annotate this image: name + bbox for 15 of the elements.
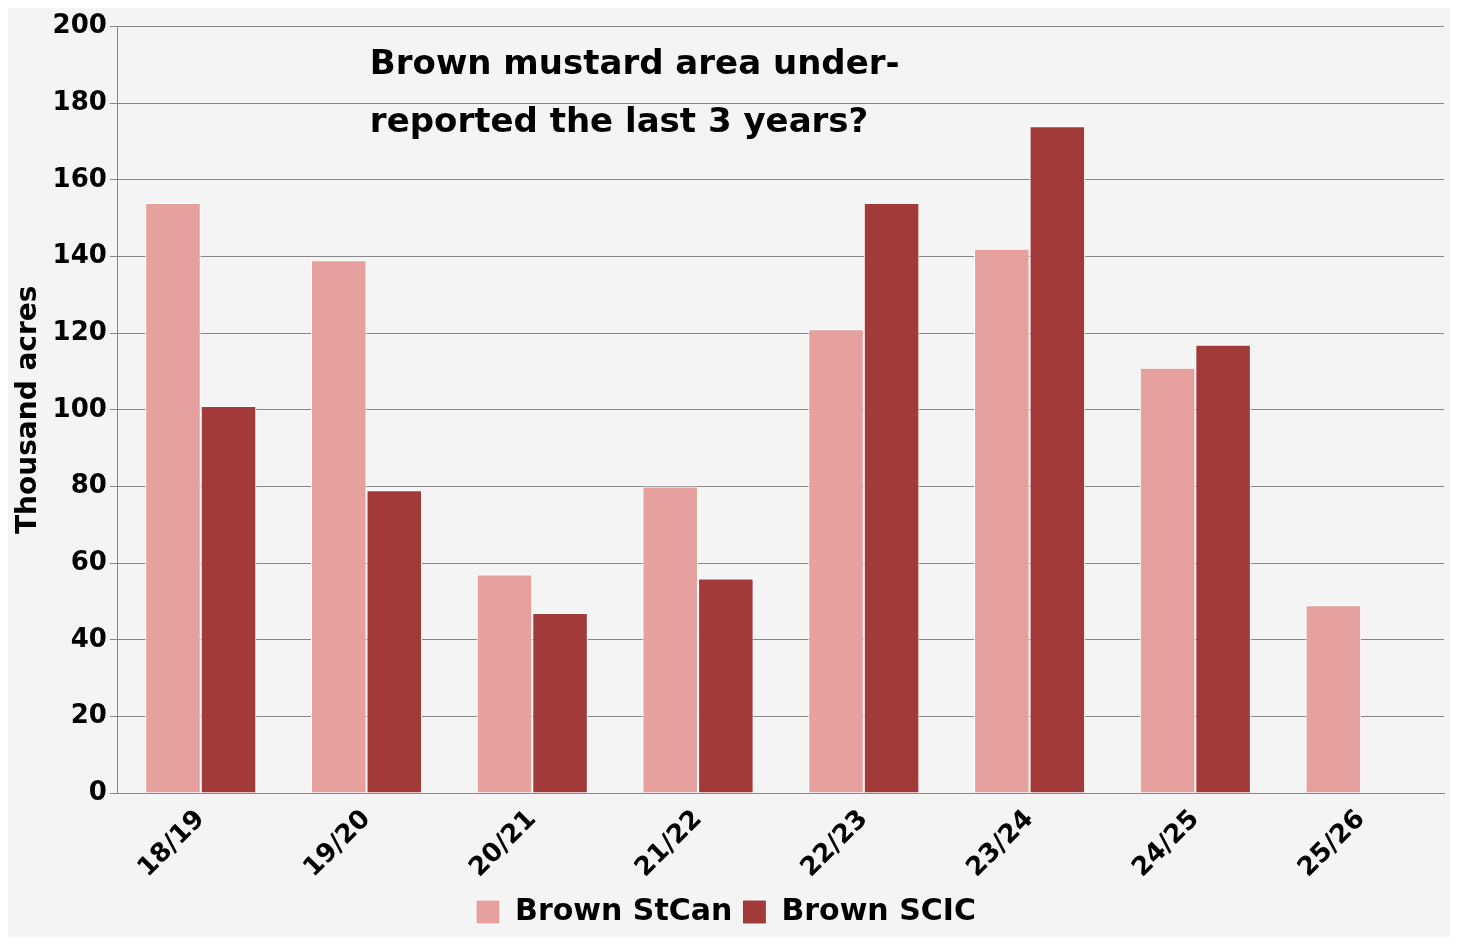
y-tick-label: 40 (70, 622, 107, 653)
y-tick-label: 120 (52, 315, 107, 346)
y-axis-title: Thousand acres (10, 285, 44, 535)
y-tick-label: 200 (52, 9, 107, 40)
legend-label: Brown SCIC (781, 891, 976, 927)
y-tick-label: 100 (52, 392, 107, 423)
y-tick-label: 160 (52, 162, 107, 193)
legend-label: Brown StCan (515, 891, 733, 927)
y-tick-label: 0 (88, 775, 107, 806)
y-tick-label: 60 (70, 545, 107, 576)
text: Brown mustard area under- reported the last 3 years? (369, 42, 900, 141)
y-tick-label: 20 (70, 699, 107, 730)
y-tick-label: 140 (52, 239, 107, 270)
y-tick-label: 80 (70, 469, 107, 500)
y-tick-label: 180 (52, 86, 107, 116)
